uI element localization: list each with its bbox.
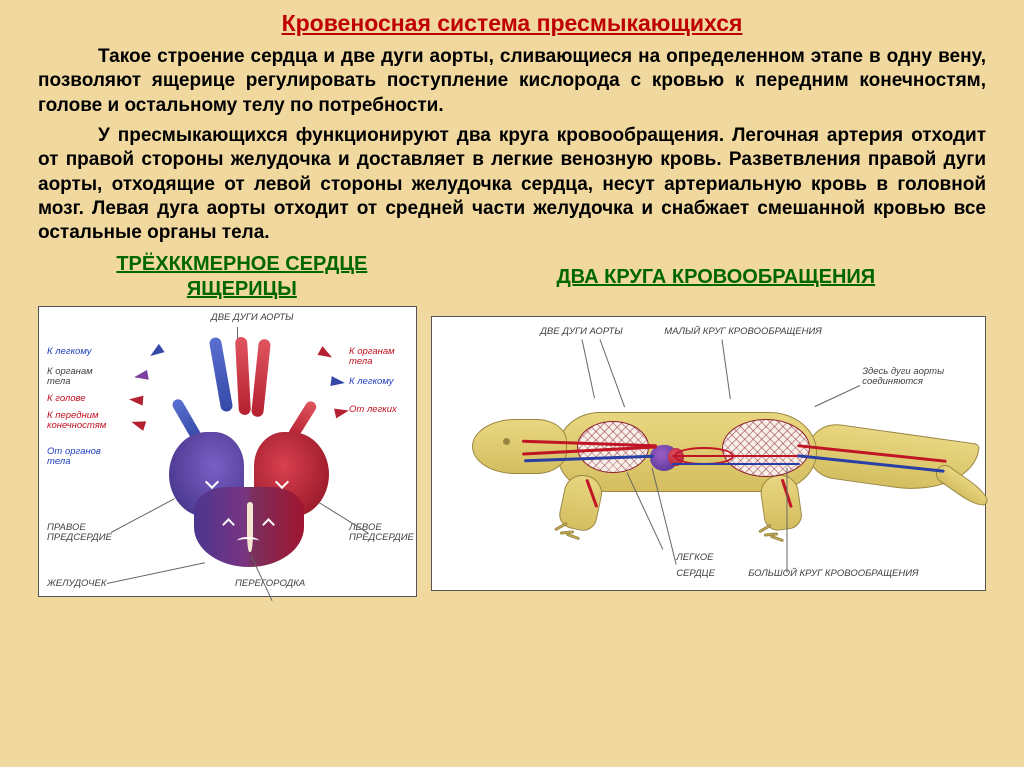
lizard-diagram: ДВЕ ДУГИ АОРТЫ МАЛЫЙ КРУГ КРОВООБРАЩЕНИЯ…: [431, 316, 986, 591]
subtitle-heart-l1: ТРЁХККМЕРНОЕ СЕРДЦЕ: [116, 253, 367, 275]
intro-paragraph-2: У пресмыкающихся функционируют два круга…: [38, 124, 986, 246]
page-title: Кровеносная система пресмыкающихся: [38, 10, 986, 37]
label-two-arcs: ДВЕ ДУГИ АОРТЫ: [211, 313, 294, 323]
label-to-organs-2: К органам тела: [349, 347, 395, 368]
label-to-head: К голове: [47, 394, 86, 404]
label-right-atrium: ПРАВОЕ ПРЕДСЕРДИЕ: [47, 523, 112, 544]
intro-text-1: Такое строение сердца и две дуги аорты, …: [38, 46, 986, 116]
lizard-body: [462, 377, 957, 552]
label-lz-two-arcs: ДВЕ ДУГИ АОРТЫ: [540, 327, 623, 337]
label-ventricle: ЖЕЛУДОЧЕК: [47, 579, 106, 589]
heart-diagram: ДВЕ ДУГИ АОРТЫ К легкому К органам тела …: [38, 306, 417, 597]
subtitle-heart-l2: ЯЩЕРИЦЫ: [187, 278, 297, 300]
label-small-circle: МАЛЫЙ КРУГ КРОВООБРАЩЕНИЯ: [664, 327, 822, 337]
label-lung: ЛЕГКОЕ: [676, 553, 713, 563]
heart-shape: [169, 402, 329, 562]
label-arcs-join: Здесь дуги аорты соединяются: [862, 367, 944, 388]
intro-paragraph-1: Такое строение сердца и две дуги аорты, …: [38, 45, 986, 118]
label-to-lung: К легкому: [47, 347, 92, 357]
lung-back: [722, 419, 810, 477]
label-to-lung-2: К легкому: [349, 377, 394, 387]
label-from-lungs: От легких: [349, 405, 397, 415]
subtitle-heart: ТРЁХККМЕРНОЕ СЕРДЦЕ ЯЩЕРИЦЫ: [38, 252, 446, 302]
label-heart: СЕРДЦЕ: [676, 569, 715, 579]
label-from-organs: От органов тела: [47, 447, 101, 468]
label-big-circle: БОЛЬШОЙ КРУГ КРОВООБРАЩЕНИЯ: [748, 569, 918, 579]
intro-text-2: У пресмыкающихся функционируют два круга…: [38, 125, 986, 243]
lizard-head: [472, 419, 567, 474]
label-septum: ПЕРЕГОРОДКА: [235, 579, 305, 589]
label-to-forelimbs: К передним конечностям: [47, 411, 106, 432]
label-left-atrium: ЛЕВОЕ ПРЕДСЕРДИЕ: [349, 523, 414, 544]
label-to-organs-1: К органам тела: [47, 367, 93, 388]
subtitle-circulation: ДВА КРУГА КРОВООБРАЩЕНИЯ: [446, 252, 986, 289]
